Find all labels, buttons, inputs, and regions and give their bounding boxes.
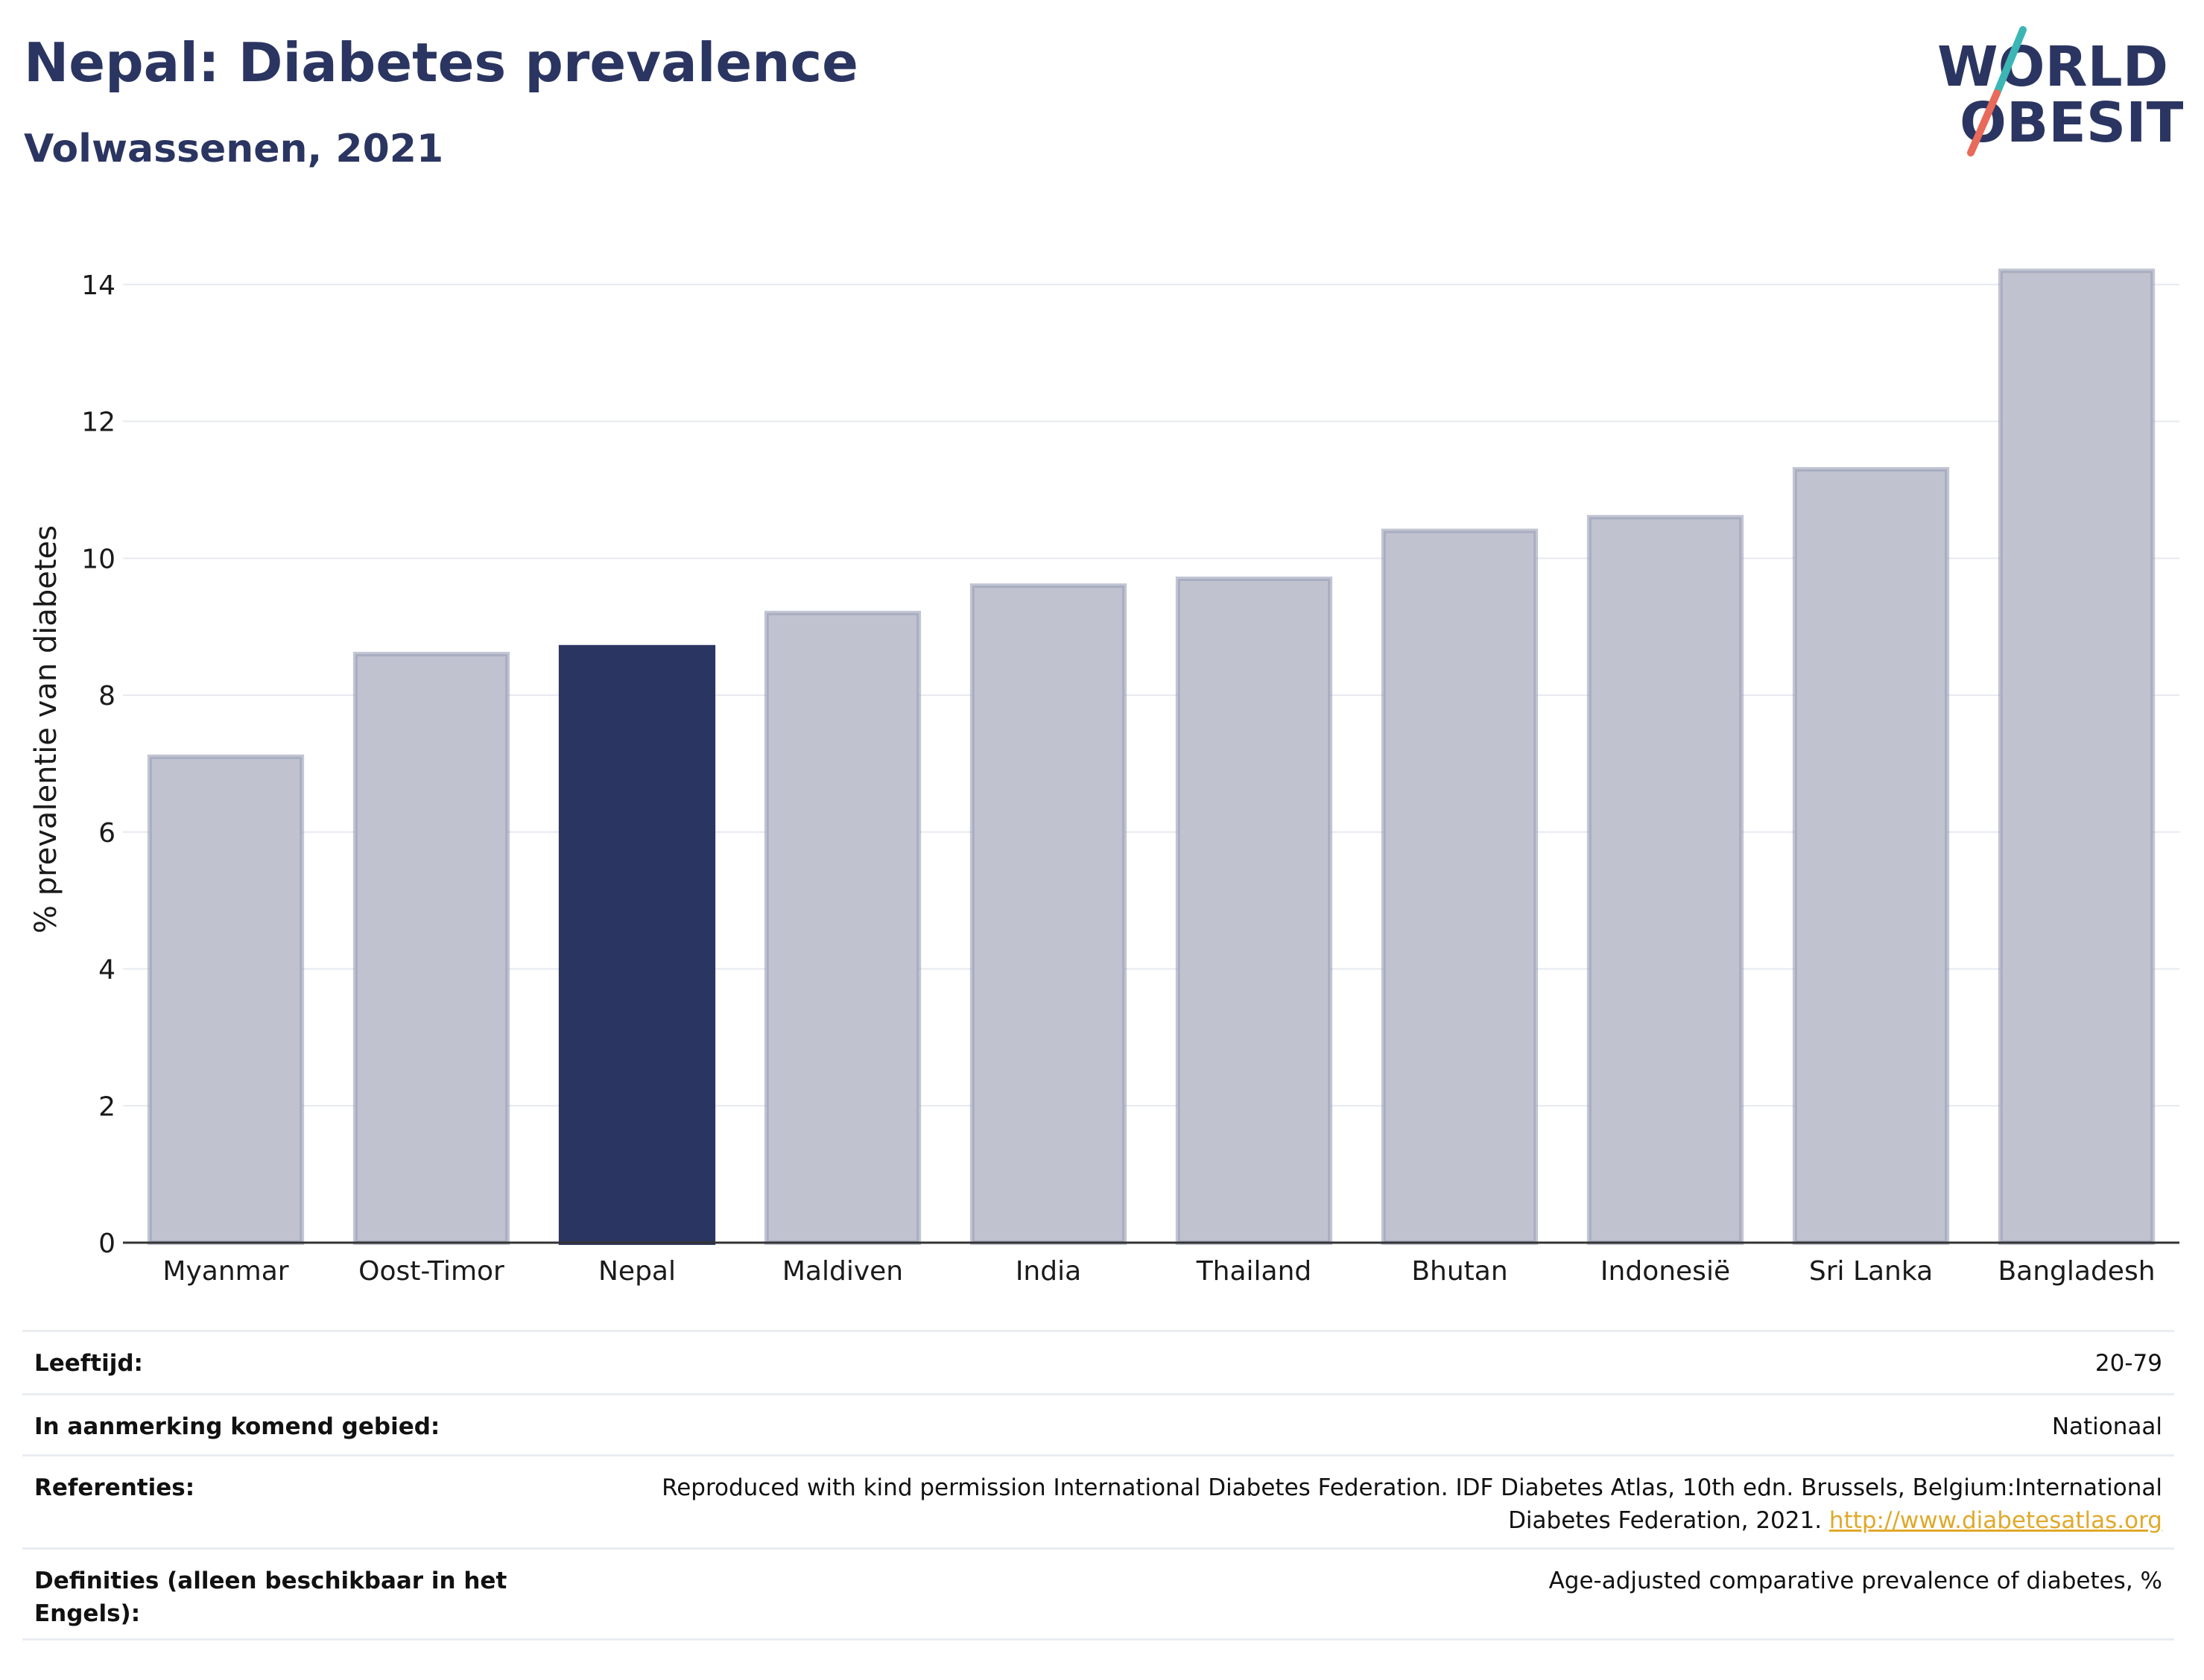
bar-indonesi- — [1586, 515, 1744, 1245]
metadata-table: Leeftijd: 20-79 In aanmerking komend gebie… — [22, 1330, 2174, 1641]
bar-nepal — [558, 644, 716, 1245]
y-tick-label: 6 — [98, 818, 115, 849]
metadata-value: Reproduced with kind permission Internat… — [662, 1474, 2162, 1534]
bar-bangladesh — [1998, 268, 2156, 1246]
y-tick-label: 0 — [98, 1229, 115, 1259]
metadata-row: Referenties: Reproduced with kind permiss… — [22, 1454, 2174, 1547]
bar-thailand — [1175, 576, 1333, 1245]
metadata-value: Age-adjusted comparative prevalence of d… — [1548, 1568, 2162, 1594]
metadata-value: Nationaal — [2051, 1413, 2162, 1440]
x-axis-ticks: Myanmar Oost-Timor Nepal Maldiven India Thail… — [162, 1256, 2155, 1287]
x-tick-label: Oost-Timor — [358, 1256, 504, 1287]
bar-maldiven — [764, 610, 922, 1245]
chart-subtitle: Volwassenen, 2021 — [24, 127, 444, 171]
y-tick-label: 12 — [81, 408, 115, 438]
logo-text-line1: WORLD — [1937, 35, 2168, 99]
reference-link[interactable]: http://www.diabetesatlas.org — [1828, 1507, 2162, 1534]
logo-slash-coral — [1967, 89, 2001, 156]
x-tick-label: Indonesië — [1600, 1256, 1730, 1287]
x-tick-label: Sri Lanka — [1809, 1256, 1933, 1287]
y-axis-label: % prevalentie van diabetes — [29, 525, 63, 933]
x-tick-label: Myanmar — [162, 1256, 288, 1287]
chart-title: Nepal: Diabetes prevalence — [24, 31, 859, 94]
x-tick-label: Thailand — [1196, 1256, 1312, 1287]
bar-oost-timor — [352, 651, 510, 1245]
x-tick-label: Maldiven — [782, 1256, 903, 1287]
metadata-key: In aanmerking komend gebied: — [34, 1413, 440, 1440]
world-obesity-logo: WORLD OBESITY — [1937, 26, 2183, 156]
y-tick-label: 8 — [98, 681, 115, 711]
bar-india — [969, 583, 1127, 1245]
x-tick-label: Bangladesh — [1998, 1256, 2155, 1287]
y-tick-label: 2 — [98, 1091, 115, 1122]
metadata-row: Leeftijd: 20-79 — [22, 1330, 2174, 1393]
y-tick-label: 4 — [98, 955, 115, 986]
bar-bhutan — [1381, 528, 1539, 1245]
bars — [147, 268, 2156, 1246]
x-tick-label: Nepal — [598, 1256, 676, 1287]
y-axis-ticks: 0 2 4 6 8 10 12 14 — [81, 270, 115, 1259]
x-tick-label: India — [1016, 1256, 1081, 1287]
metadata-row: Definities (alleen beschikbaar in het En… — [22, 1547, 2174, 1641]
bar-sri-lanka — [1792, 466, 1950, 1246]
y-tick-label: 14 — [81, 270, 115, 301]
y-tick-label: 10 — [81, 544, 115, 574]
x-tick-label: Bhutan — [1411, 1256, 1507, 1287]
metadata-value: 20-79 — [2094, 1350, 2162, 1377]
metadata-row: In aanmerking komend gebied: Nationaal — [22, 1393, 2174, 1454]
metadata-key: Referenties: — [34, 1474, 195, 1501]
bar-myanmar — [147, 754, 305, 1245]
metadata-key: Definities (alleen beschikbaar in het En… — [34, 1568, 507, 1627]
bar-chart: 0 2 4 6 8 10 12 14 Myanmar Oost-Timor Nepal Maldiv… — [29, 268, 2179, 1287]
logo-slash-teal — [1993, 26, 2027, 97]
metadata-key: Leeftijd: — [34, 1350, 143, 1377]
